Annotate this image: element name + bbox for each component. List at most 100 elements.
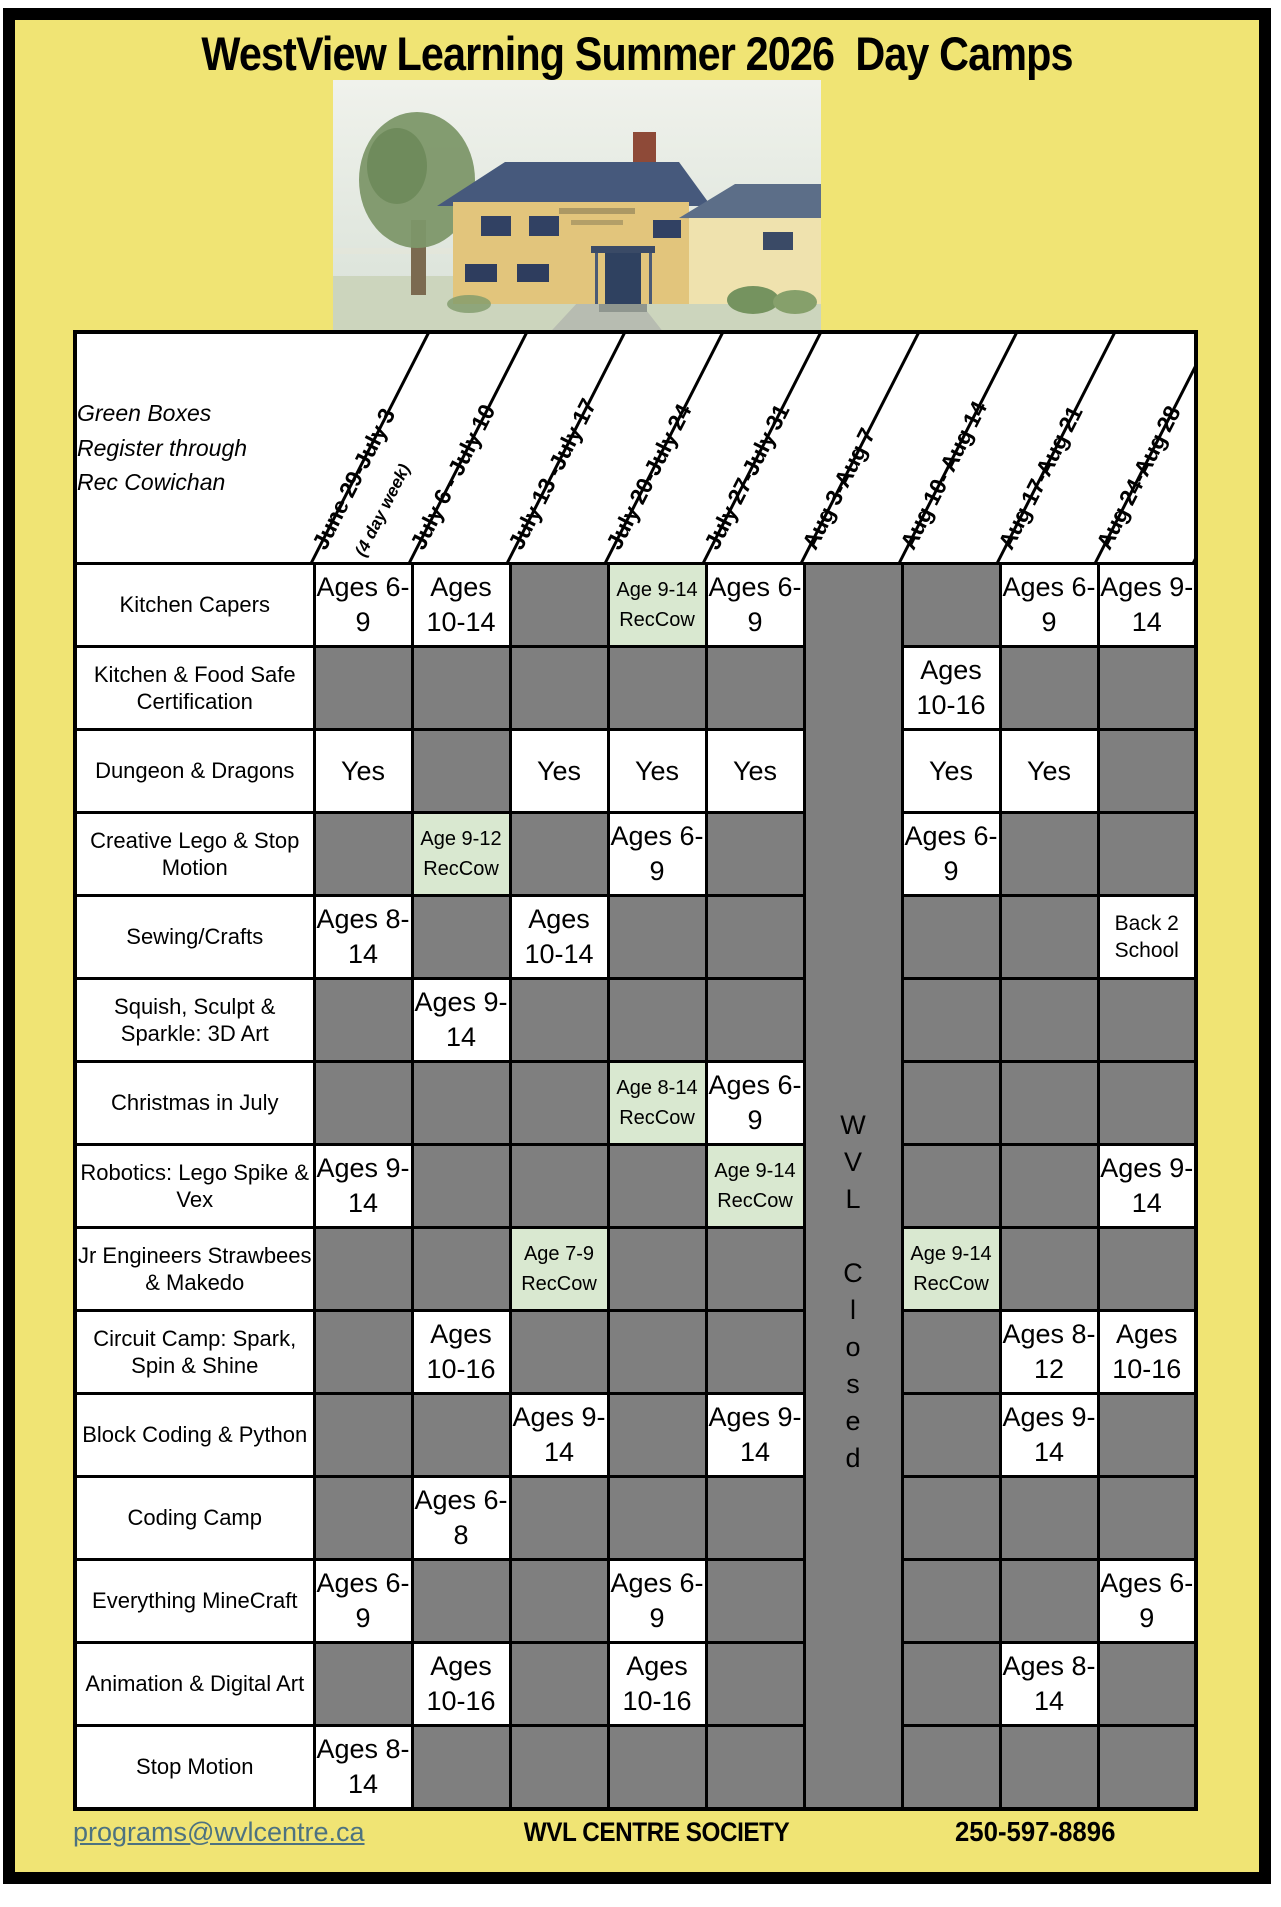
week-header-label: Aug 17-Aug 21	[992, 401, 1088, 554]
week-header-label: July 6 - July 10	[404, 400, 501, 554]
week-header: July 6 - July 10	[405, 332, 510, 565]
schedule-cell-reccow: Age 9-14 RecCow	[900, 1226, 1002, 1312]
footer-phone: 250-597-8896	[954, 1816, 1116, 1847]
schedule-cell-empty	[1096, 1392, 1198, 1478]
schedule-cell-empty	[900, 1309, 1002, 1395]
schedule-cell: Ages 9-14	[410, 977, 512, 1063]
camp-row: Circuit Camp: Spark, Spin & Shine Ages 10…	[73, 1309, 1198, 1395]
schedule-cell-empty	[410, 1392, 512, 1478]
schedule-cell: Yes	[900, 728, 1002, 814]
schedule-cell-empty	[704, 645, 806, 731]
schedule-cell-empty	[410, 1226, 512, 1312]
schedule-cell-empty	[704, 811, 806, 897]
schedule-cell: Yes	[704, 728, 806, 814]
schedule-cell-empty	[704, 1226, 806, 1312]
schedule-cell-empty	[508, 562, 610, 648]
schedule-cell-empty	[900, 977, 1002, 1063]
schedule-cell-empty	[410, 1558, 512, 1644]
camp-name: Dungeon & Dragons	[73, 728, 316, 814]
schedule-cell-empty	[998, 1060, 1100, 1146]
schedule-cell-empty	[998, 811, 1100, 897]
schedule-cell-reccow: Age 9-12 RecCow	[410, 811, 512, 897]
facade-sign	[559, 208, 635, 214]
schedule-cell: Ages 6-9	[704, 1060, 806, 1146]
schedule-cell-empty	[998, 1226, 1100, 1312]
schedule-cell-empty	[508, 1060, 610, 1146]
camp-row: Animation & Digital Art Ages 10-16 Ages 10…	[73, 1641, 1198, 1727]
schedule-cell-empty	[900, 1143, 1002, 1229]
schedule-cell: Ages 9-14	[1096, 1143, 1198, 1229]
window	[481, 216, 511, 236]
schedule-cell-reccow: Age 9-14 RecCow	[606, 562, 708, 648]
camp-name: Robotics: Lego Spike & Vex	[73, 1143, 316, 1229]
camp-row: Coding Camp Ages 6-8	[73, 1475, 1198, 1561]
camp-row: Robotics: Lego Spike & Vex Ages 9-14 Age 9…	[73, 1143, 1198, 1229]
camp-name: Everything MineCraft	[73, 1558, 316, 1644]
camp-name: Christmas in July	[73, 1060, 316, 1146]
schedule-cell-empty	[900, 1475, 1002, 1561]
schedule-cell: Ages 8-12	[998, 1309, 1100, 1395]
schedule-cell-empty	[1096, 1475, 1198, 1561]
schedule-cell: Back 2 School	[1096, 894, 1198, 980]
schedule-cell: Ages 6-9	[900, 811, 1002, 897]
week-header-label: July 20-July 24	[600, 399, 697, 554]
schedule-cell-empty	[606, 1475, 708, 1561]
schedule-cell-empty	[1096, 1724, 1198, 1810]
schedule-table: Green Boxes Register through Rec Cowichan J…	[73, 330, 1198, 1811]
schedule-cell-empty	[1096, 811, 1198, 897]
schedule-cell-empty	[312, 1475, 414, 1561]
schedule-cell-empty	[508, 1309, 610, 1395]
footer-org-name: WVL CENTRE SOCIETY	[523, 1816, 789, 1847]
schedule-cell: Ages 9-14	[998, 1392, 1100, 1478]
schedule-cell: Ages 6-9	[606, 811, 708, 897]
schedule-cell-empty	[704, 1558, 806, 1644]
schedule-cell: Ages 10-14	[410, 562, 512, 648]
schedule-cell-empty	[312, 1309, 414, 1395]
schedule-cell-empty	[1096, 728, 1198, 814]
camp-row: Dungeon & Dragons Yes Yes Yes Yes Yes Yes	[73, 728, 1198, 814]
camp-name: Jr Engineers Strawbees & Makedo	[73, 1226, 316, 1312]
schedule-cell-empty	[312, 1226, 414, 1312]
schedule-cell: Ages 6-9	[1096, 1558, 1198, 1644]
schedule-cell-empty	[606, 1143, 708, 1229]
camp-row: Kitchen Capers Ages 6-9 Ages 10-14 Age 9-14…	[73, 562, 1198, 1810]
schedule-area: Green Boxes Register through Rec Cowichan J…	[73, 330, 1198, 1811]
schedule-cell-empty	[508, 1641, 610, 1727]
schedule-cell-empty	[410, 1724, 512, 1810]
schedule-cell-empty	[410, 1060, 512, 1146]
schedule-cell: Yes	[312, 728, 414, 814]
schedule-cell-empty	[998, 894, 1100, 980]
camp-name: Kitchen & Food Safe Certification	[73, 645, 316, 731]
camp-name: Coding Camp	[73, 1475, 316, 1561]
camp-name: Block Coding & Python	[73, 1392, 316, 1478]
week-header-label: Aug 24-Aug 28	[1090, 401, 1186, 554]
camp-row: Creative Lego & Stop Motion Age 9-12 RecCo…	[73, 811, 1198, 897]
schedule-cell: Ages 9-14	[704, 1392, 806, 1478]
wing-roof	[679, 184, 821, 220]
schedule-cell-reccow: Age 8-14 RecCow	[606, 1060, 708, 1146]
week-header: Aug 24-Aug 28	[1091, 332, 1196, 565]
window	[465, 264, 497, 282]
schedule-cell-empty	[606, 1392, 708, 1478]
schedule-cell-empty	[606, 1309, 708, 1395]
footer: programs@wvlcentre.ca WVL CENTRE SOCIETY…	[73, 1816, 1194, 1848]
schedule-cell: Yes	[998, 728, 1100, 814]
camp-name: Sewing/Crafts	[73, 894, 316, 980]
schedule-cell-empty	[508, 1558, 610, 1644]
schedule-cell-empty	[704, 1475, 806, 1561]
schedule-cell-empty	[900, 562, 1002, 648]
community-centre-illustration	[333, 80, 821, 342]
schedule-cell-reccow: Age 7-9 RecCow	[508, 1226, 610, 1312]
schedule-cell-empty	[998, 1558, 1100, 1644]
footer-email-link[interactable]: programs@wvlcentre.ca	[73, 1816, 365, 1847]
schedule-cell-empty	[998, 1475, 1100, 1561]
entry-door	[605, 253, 641, 304]
schedule-cell-empty	[312, 1060, 414, 1146]
entry-awning	[591, 246, 655, 253]
schedule-cell-empty	[704, 1309, 806, 1395]
schedule-cell-empty	[410, 728, 512, 814]
schedule-cell: Ages 6-8	[410, 1475, 512, 1561]
title-bar: WestView Learning Summer 2026 Day Camps	[15, 26, 1259, 81]
